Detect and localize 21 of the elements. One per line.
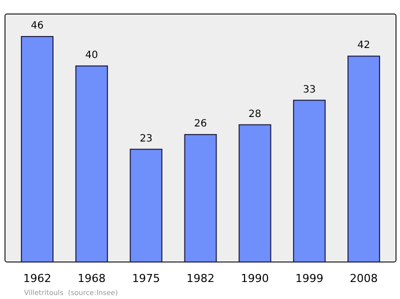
x-tick-label: 1968 [78,272,106,285]
data-label: 46 [30,20,44,32]
bar [238,124,272,262]
x-tick-label: 1975 [132,272,160,285]
x-tick-label: 1990 [240,272,269,285]
x-tick-label: 1962 [23,272,52,285]
data-label: 40 [85,50,98,61]
bar [293,100,326,262]
data-label: 42 [357,40,370,52]
data-label: 33 [302,84,316,96]
x-tick-label: 2008 [350,272,378,285]
x-tick-label: 1999 [295,272,324,285]
bar [130,148,162,262]
bar [184,134,217,262]
bar [20,36,54,262]
data-label: 23 [140,133,152,144]
bar [75,65,108,262]
bar [348,56,380,262]
x-tick-label: 1982 [186,272,214,285]
data-label: 26 [194,118,207,130]
data-label: 28 [248,108,262,120]
